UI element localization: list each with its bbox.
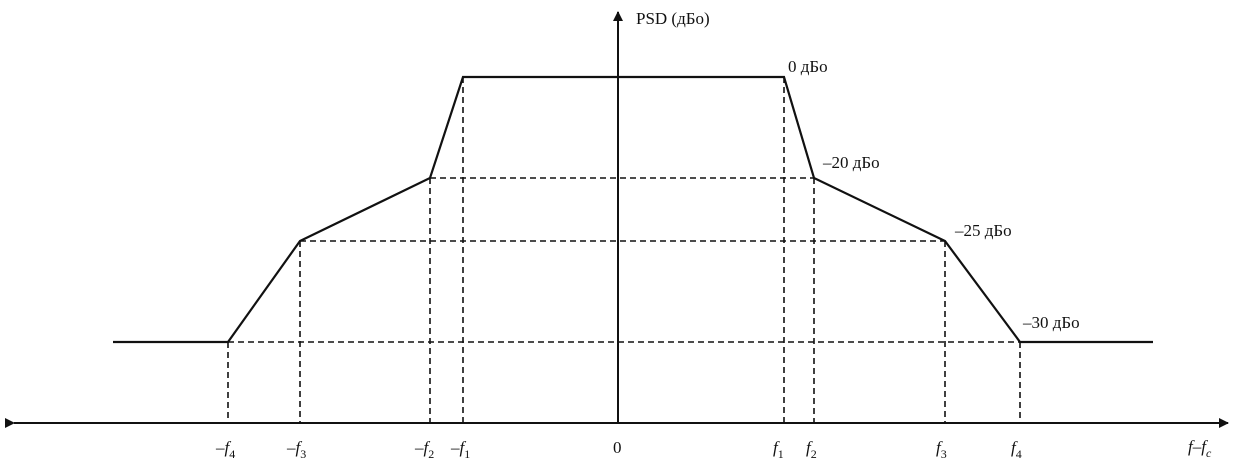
level-label-minus30: –30 дБо: [1022, 313, 1080, 332]
x-axis-label-main: f–f: [1188, 437, 1208, 456]
level-label-minus25: –25 дБо: [954, 221, 1012, 240]
tick-neg-f4: –f4: [215, 438, 235, 461]
vertical-guides: [227, 77, 1021, 423]
tick-f2: f2: [806, 438, 817, 461]
tick-f4: f4: [1011, 438, 1022, 461]
tick-zero: 0: [613, 438, 622, 457]
level-label-0: 0 дБо: [788, 57, 828, 76]
tick-neg-f3: –f3: [286, 438, 306, 461]
psd-mask-curve: [113, 75, 1153, 344]
level-label-minus20: –20 дБо: [822, 153, 880, 172]
x-axis-label: f–fc: [1188, 437, 1212, 460]
tick-neg-f2: –f2: [414, 438, 434, 461]
tick-neg-f1: –f1: [450, 438, 470, 461]
y-axis-label: PSD (дБо): [636, 9, 710, 28]
tick-f3: f3: [936, 438, 947, 461]
tick-f1: f1: [773, 438, 784, 461]
tick-labels: –f4 –f3 –f2 –f1 0 f1 f2 f3 f4: [215, 438, 1022, 461]
x-axis-label-sub: c: [1206, 446, 1212, 460]
horizontal-guides: [228, 177, 1020, 343]
